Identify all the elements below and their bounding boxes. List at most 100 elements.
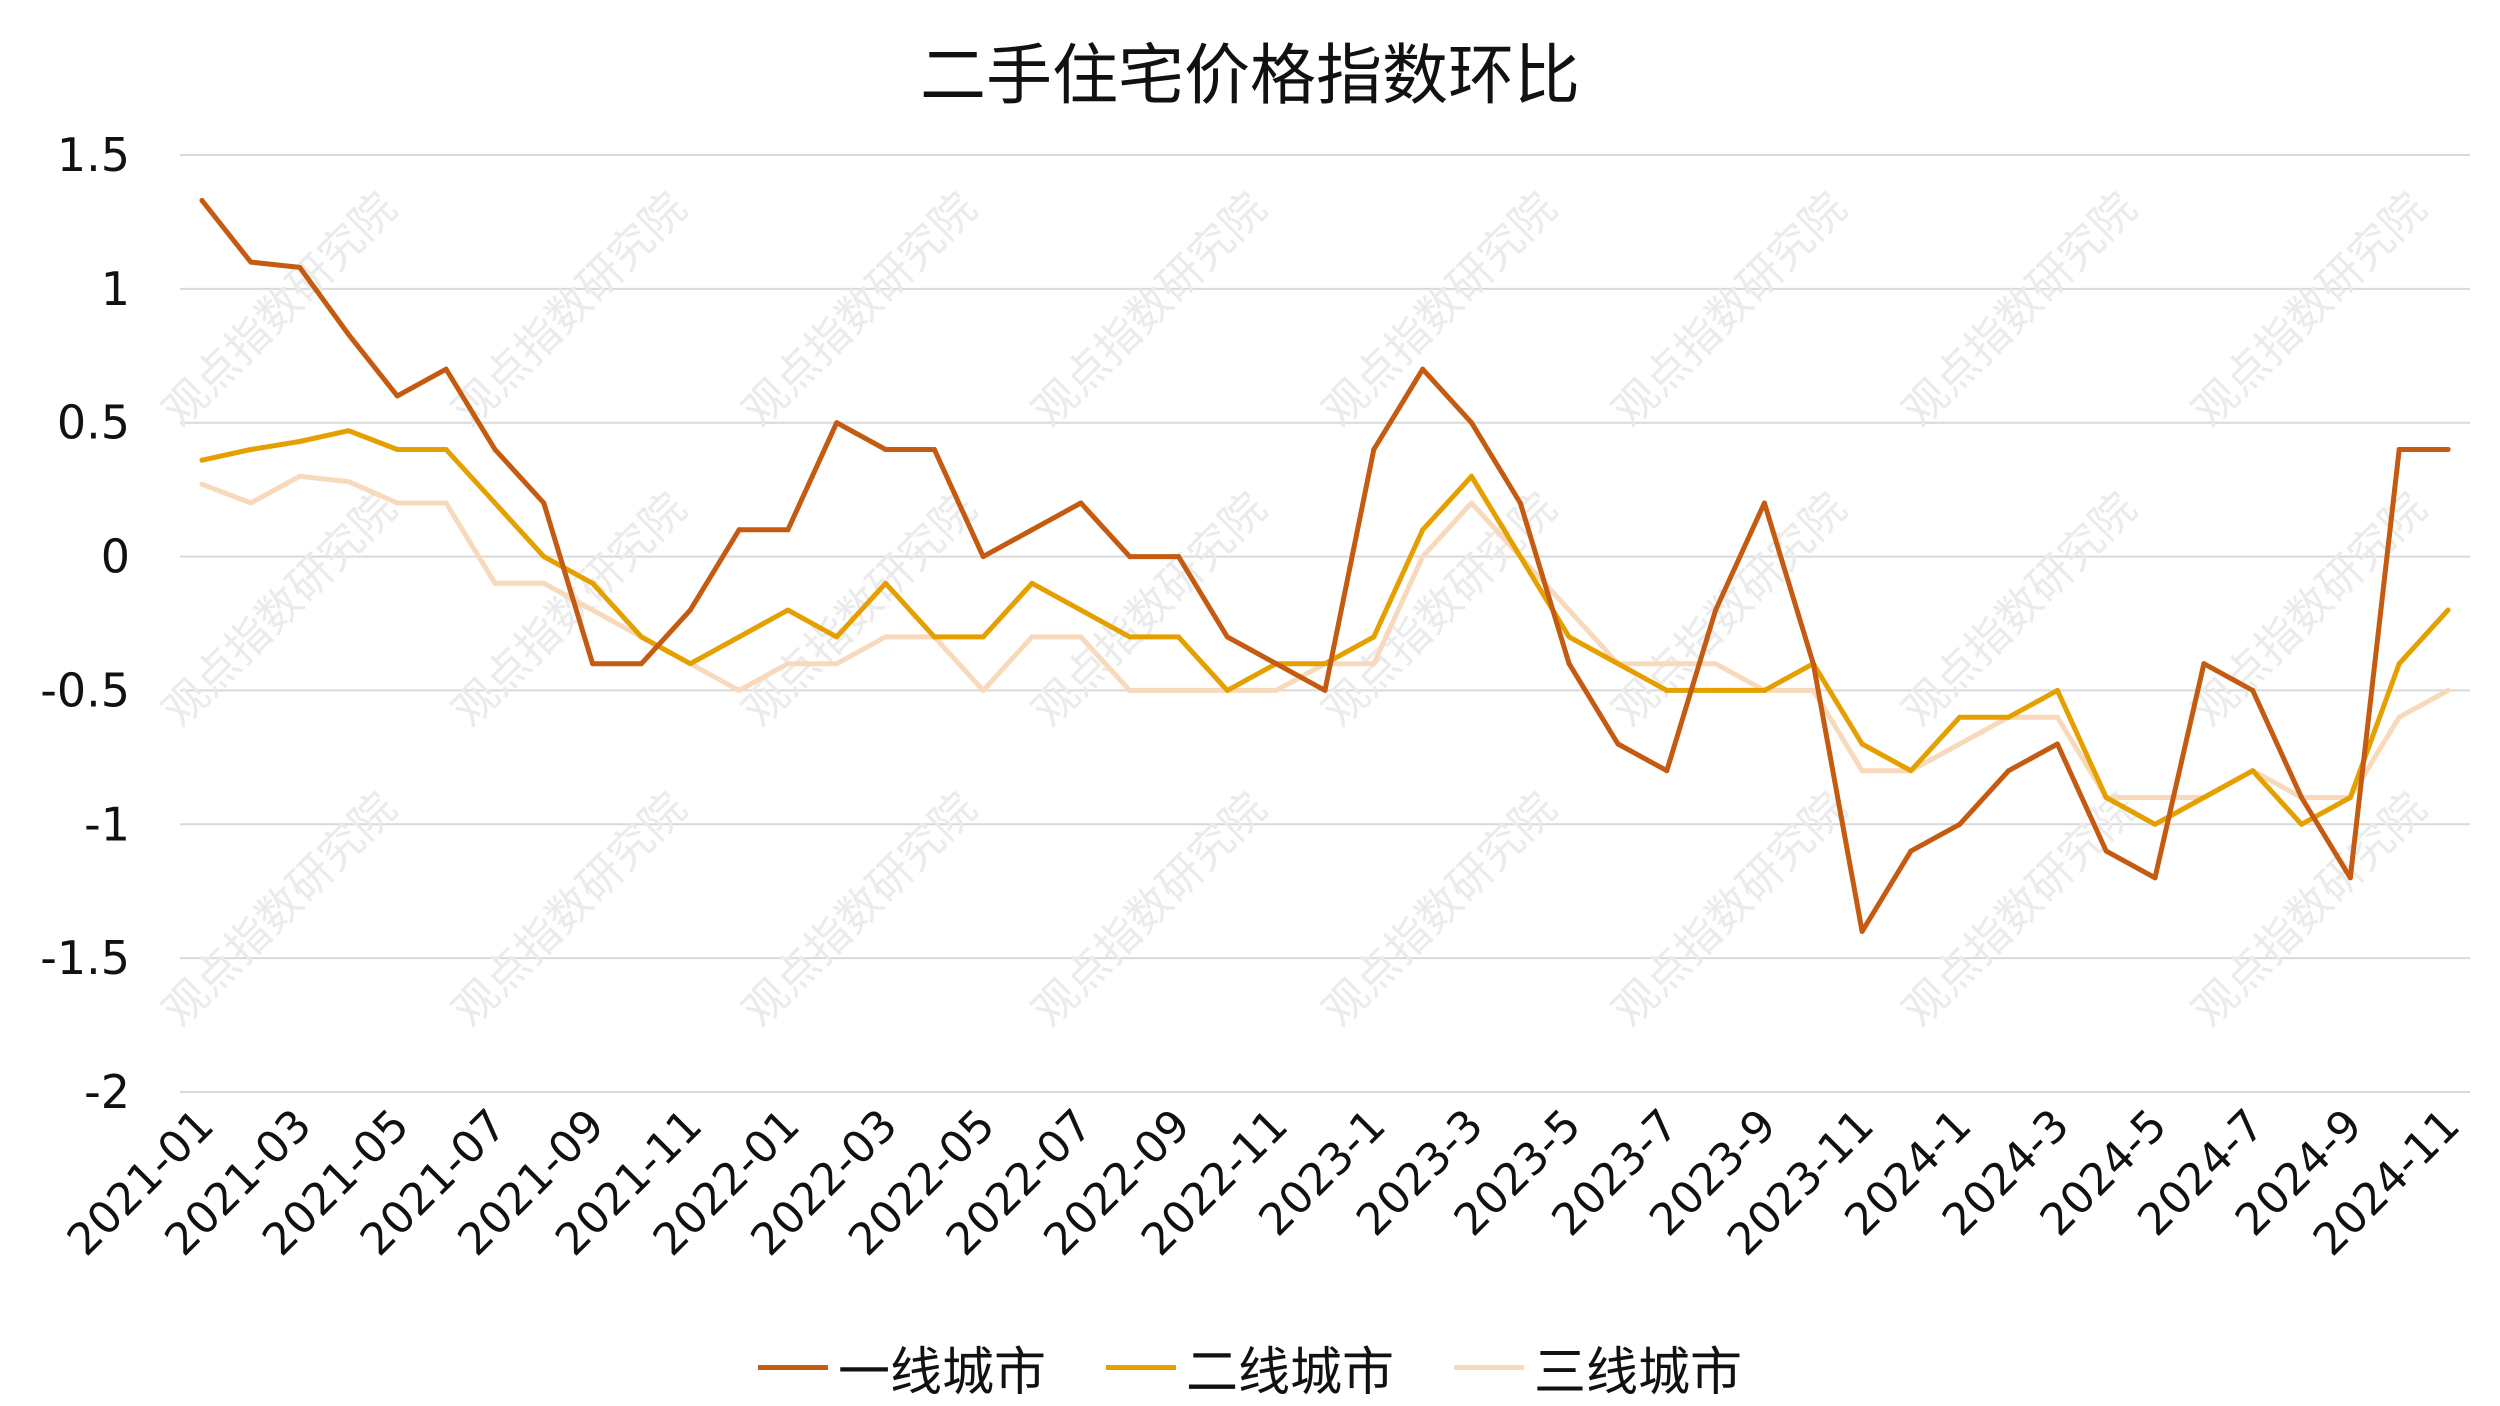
data-point xyxy=(1322,687,1328,693)
data-point xyxy=(2445,607,2451,613)
data-point xyxy=(345,428,351,434)
data-point xyxy=(931,634,937,640)
data-point xyxy=(345,479,351,485)
data-point xyxy=(1420,554,1426,560)
data-point xyxy=(1029,527,1035,533)
data-point xyxy=(394,393,400,399)
data-point xyxy=(1810,661,1816,667)
data-point xyxy=(1957,821,1963,827)
data-point xyxy=(2054,714,2060,720)
data-point xyxy=(541,580,547,586)
data-point xyxy=(492,446,498,452)
y-tick-label: 1.5 xyxy=(57,128,130,182)
y-axis: 1.5 1 0.5 0 -0.5 -1 -1.5 -2 xyxy=(40,128,130,1119)
data-point xyxy=(590,580,596,586)
data-point xyxy=(1371,661,1377,667)
data-point xyxy=(297,473,303,479)
data-point xyxy=(590,607,596,613)
data-point xyxy=(1761,500,1767,506)
data-point xyxy=(1566,634,1572,640)
data-point xyxy=(834,420,840,426)
data-point xyxy=(1566,607,1572,613)
data-point xyxy=(2152,821,2158,827)
data-point xyxy=(297,264,303,270)
y-tick-label: -0.5 xyxy=(40,663,130,717)
data-point xyxy=(2250,768,2256,774)
data-point xyxy=(1468,500,1474,506)
watermark: 观点指数研究院 xyxy=(733,783,987,1037)
data-point xyxy=(736,634,742,640)
data-point xyxy=(1713,607,1719,613)
data-point xyxy=(2396,714,2402,720)
y-tick-label: -1 xyxy=(84,797,130,851)
data-point xyxy=(248,259,254,265)
data-point xyxy=(2445,687,2451,693)
data-point xyxy=(980,634,986,640)
data-point xyxy=(2299,795,2305,801)
data-point xyxy=(1078,634,1084,640)
data-point xyxy=(248,446,254,452)
data-point xyxy=(199,198,205,204)
data-point xyxy=(1908,768,1914,774)
data-point xyxy=(345,331,351,337)
data-point xyxy=(1566,661,1572,667)
data-point xyxy=(687,661,693,667)
watermark: 观点指数研究院 xyxy=(1603,183,1857,437)
data-point xyxy=(248,500,254,506)
data-point xyxy=(883,446,889,452)
data-point xyxy=(1615,661,1621,667)
data-point xyxy=(1127,687,1133,693)
data-point xyxy=(1322,661,1328,667)
data-point xyxy=(199,481,205,487)
data-point xyxy=(1859,928,1865,934)
data-point xyxy=(2201,661,2207,667)
data-point xyxy=(638,661,644,667)
data-point xyxy=(1664,768,1670,774)
watermark: 观点指数研究院 xyxy=(2183,183,2437,437)
y-tick-label: 0.5 xyxy=(57,396,130,450)
watermark: 观点指数研究院 xyxy=(153,783,407,1037)
data-point xyxy=(541,500,547,506)
watermark: 观点指数研究院 xyxy=(1893,483,2147,737)
legend-swatch-tier3 xyxy=(1454,1365,1524,1370)
data-point xyxy=(2103,848,2109,854)
data-point xyxy=(2006,714,2012,720)
data-point xyxy=(1176,634,1182,640)
data-point xyxy=(2347,795,2353,801)
data-point xyxy=(2103,795,2109,801)
data-point xyxy=(785,607,791,613)
data-point xyxy=(1176,554,1182,560)
data-point xyxy=(1713,661,1719,667)
data-point xyxy=(590,661,596,667)
legend: 一线城市 二线城市 三线城市 xyxy=(0,1330,2500,1405)
data-point xyxy=(638,634,644,640)
y-tick-label: -1.5 xyxy=(40,931,130,985)
x-axis: 2021-012021-032021-052021-072021-092021-… xyxy=(58,1100,2470,1266)
data-point xyxy=(1468,473,1474,479)
legend-swatch-tier1 xyxy=(757,1365,828,1370)
data-point xyxy=(541,554,547,560)
y-tick-label: -2 xyxy=(84,1065,130,1119)
data-point xyxy=(2201,795,2207,801)
y-tick-label: 0 xyxy=(101,530,130,584)
data-point xyxy=(834,634,840,640)
data-point xyxy=(492,580,498,586)
watermark: 观点指数研究院 xyxy=(2183,483,2437,737)
watermark: 观点指数研究院 xyxy=(1023,183,1277,437)
data-point xyxy=(1957,741,1963,747)
data-point xyxy=(736,527,742,533)
data-point xyxy=(1273,661,1279,667)
data-point xyxy=(980,554,986,560)
legend-item-tier1: 一线城市 xyxy=(757,1330,1046,1405)
watermark: 观点指数研究院 xyxy=(153,483,407,737)
chart-title: 二手住宅价格指数环比 xyxy=(920,37,1580,114)
data-point xyxy=(1029,634,1035,640)
legend-label-tier2: 二线城市 xyxy=(1185,1343,1394,1403)
data-point xyxy=(2006,768,2012,774)
data-point xyxy=(1517,554,1523,560)
watermark: 观点指数研究院 xyxy=(1893,783,2147,1037)
watermark: 观点指数研究院 xyxy=(443,183,697,437)
data-point xyxy=(687,607,693,613)
data-point xyxy=(2054,741,2060,747)
